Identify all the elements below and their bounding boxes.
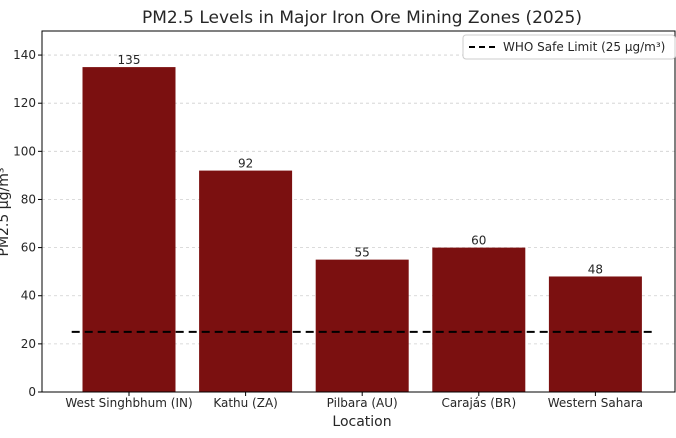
y-tick-label: 100 [13,144,36,158]
y-tick-label: 60 [21,241,36,255]
x-tick-label: West Singhbhum (IN) [65,396,192,410]
legend: WHO Safe Limit (25 µg/m³) [462,34,676,60]
bar [432,247,526,392]
x-tick-label: Western Sahara [548,396,643,410]
y-tick-label: 140 [13,48,36,62]
x-axis-ticks: West Singhbhum (IN) Kathu (ZA) Pilbara (AU… [65,392,643,410]
y-tick-label: 80 [21,192,36,206]
x-tick-label: Carajás (BR) [441,396,516,410]
y-tick-label: 120 [13,96,36,110]
bar [82,67,176,392]
bar [199,170,293,392]
legend-label: WHO Safe Limit (25 µg/m³) [503,40,665,54]
x-axis-label: Location [332,414,391,430]
bar-value-label: 60 [471,234,486,248]
x-tick-label: Pilbara (AU) [327,396,398,410]
chart-title: PM2.5 Levels in Major Iron Ore Mining Zo… [142,8,582,28]
bar-value-label: 55 [355,246,370,260]
bars: 135 92 55 60 48 [82,53,642,392]
bar [315,259,409,392]
bar [548,276,642,392]
bar-value-label: 92 [238,157,253,171]
x-tick-label: Kathu (ZA) [213,396,278,410]
y-tick-label: 40 [21,289,36,303]
bar-value-label: 135 [118,53,141,67]
y-tick-label: 20 [21,337,36,351]
plot-frame [41,30,676,393]
y-axis-label: PM2.5 µg/m³ [0,168,12,257]
y-tick-label: 0 [28,385,36,399]
bar-value-label: 48 [588,262,603,276]
y-axis-ticks: 0 20 40 60 80 100 120 140 [13,48,42,399]
legend-box [462,34,676,60]
